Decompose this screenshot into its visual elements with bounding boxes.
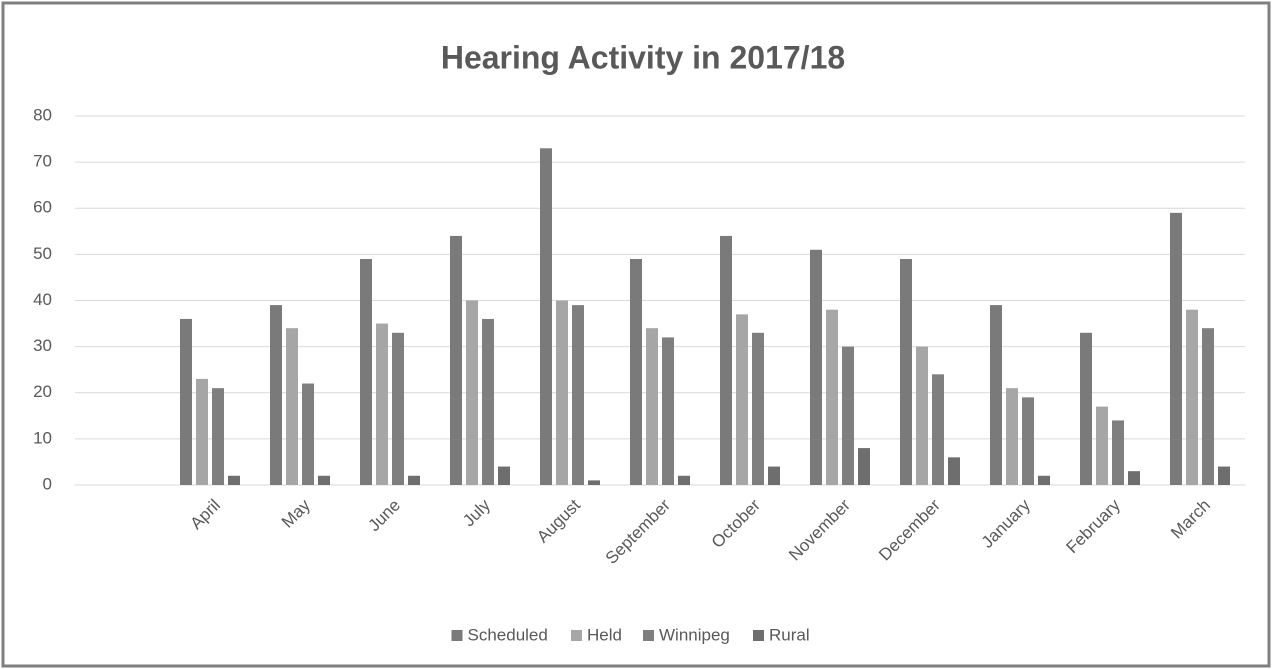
bar [498,466,510,485]
legend-label: Held [587,625,622,644]
bar [212,388,224,485]
bar [286,328,298,485]
legend-label: Rural [769,625,810,644]
bar [858,448,870,485]
bar [948,457,960,485]
bar [1186,309,1198,485]
legend-swatch [451,630,463,641]
y-tick-label: 30 [33,336,52,355]
bar [228,475,240,485]
legend-swatch [643,630,654,641]
y-tick-label: 10 [33,428,52,447]
bar [678,475,690,485]
bar [1170,212,1182,486]
bar [932,374,944,485]
bar [916,346,928,485]
bar [662,337,674,485]
bar [588,480,600,485]
bar [1112,420,1124,485]
bar [180,318,192,485]
bar [990,305,1002,485]
legend-label: Scheduled [468,625,548,644]
bar [1038,475,1050,485]
bar [540,148,552,485]
bar [556,300,568,485]
legend-swatch [753,630,764,641]
bar [768,466,780,485]
bar [900,258,912,485]
bar [376,323,388,485]
bar [1006,388,1018,485]
bar [572,305,584,485]
bar [450,235,462,485]
bar [360,258,372,485]
bar [270,305,282,485]
legend-swatch [571,630,582,641]
bar [1128,471,1140,485]
y-tick-label: 0 [43,474,52,493]
bar [392,332,404,485]
bar [466,300,478,485]
legend-label: Winnipeg [659,625,730,644]
bar [1218,466,1230,485]
bar [196,378,208,485]
bar [302,383,314,485]
y-tick-label: 40 [33,290,52,309]
bar [720,235,732,485]
bar [736,314,748,485]
bar [482,318,494,485]
y-tick-label: 20 [33,382,52,401]
bar [630,258,642,485]
chart-title: Hearing Activity in 2017/18 [441,39,845,75]
bar [842,346,854,485]
bar [752,332,764,485]
bar [1202,328,1214,485]
bar [318,475,330,485]
y-tick-label: 80 [33,105,52,124]
bar [810,249,822,485]
bar [826,309,838,485]
y-tick-label: 60 [33,198,52,217]
y-tick-label: 70 [33,152,52,171]
y-tick-label: 50 [33,244,52,263]
bar [1096,406,1108,485]
bar [408,475,420,485]
bar [1080,332,1092,485]
bar [1022,397,1034,485]
bar [646,328,658,485]
